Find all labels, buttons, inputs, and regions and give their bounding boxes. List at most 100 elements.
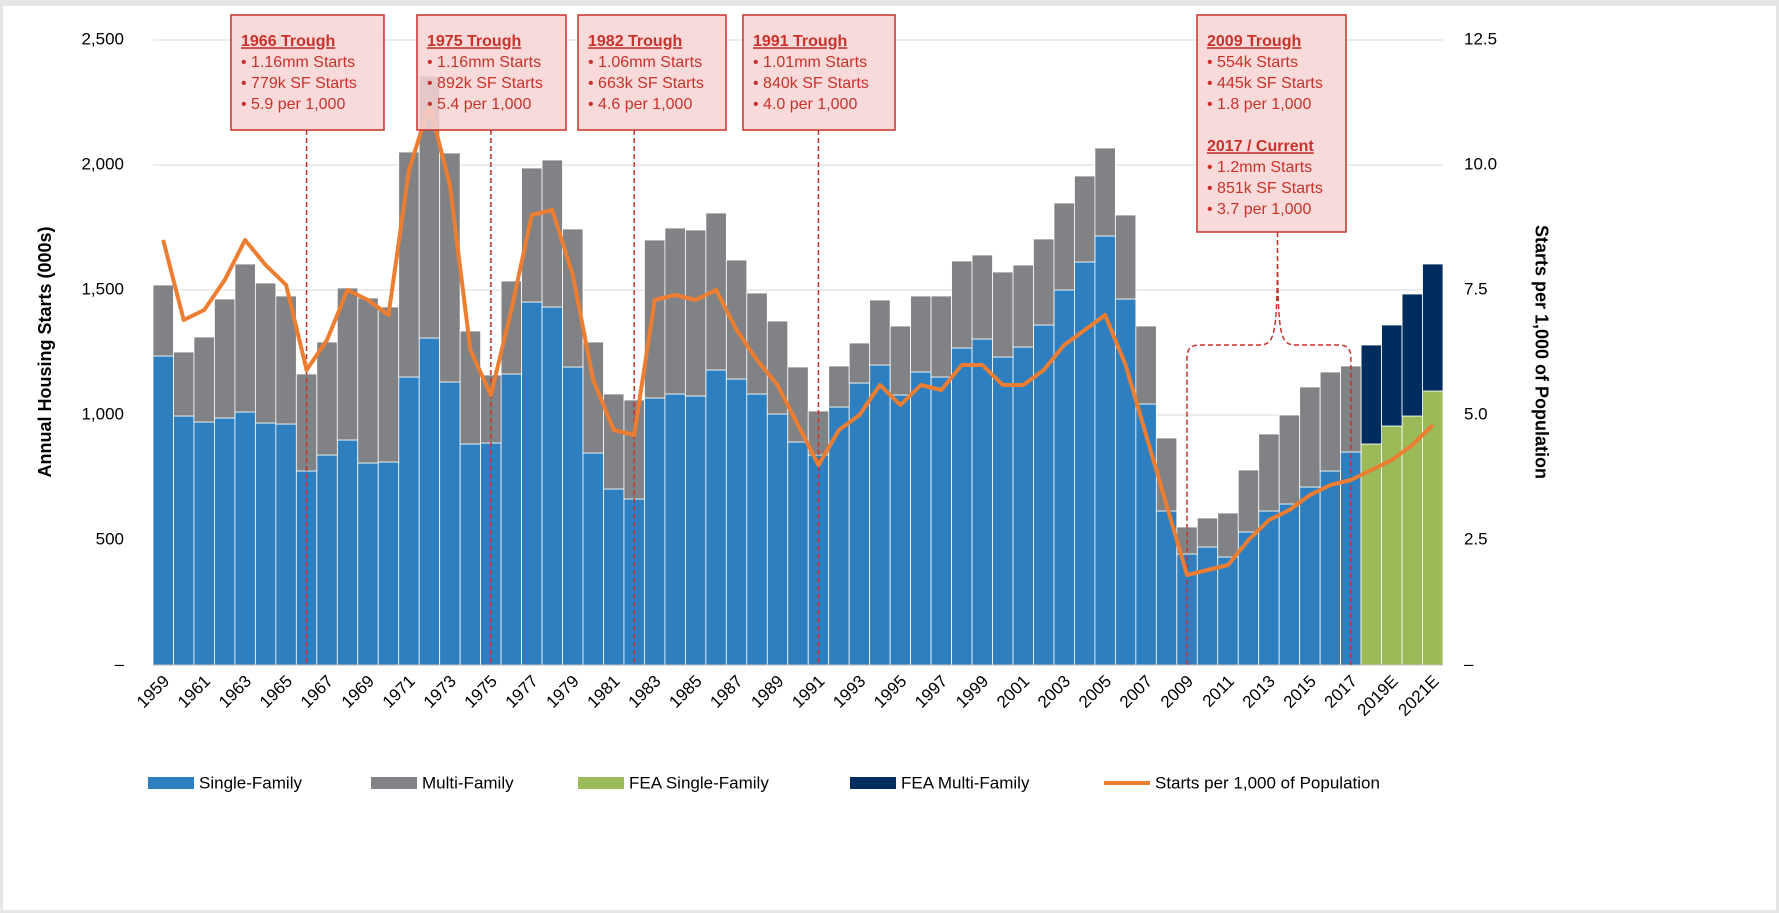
bar-segment: [1278, 503, 1301, 666]
bar-segment: [1135, 403, 1157, 666]
bar-segment: [459, 443, 482, 666]
bar-segment: [971, 338, 993, 666]
bar-segment: [1217, 556, 1239, 666]
bar-segment: [1237, 531, 1260, 666]
y2-tick-label: 2.5: [1464, 529, 1488, 548]
legend-swatch: [371, 777, 417, 789]
bar-segment: [152, 355, 174, 666]
bar-segment: [377, 306, 400, 463]
bar-segment: [254, 282, 277, 424]
bar-segment: [1401, 415, 1423, 666]
legend-swatch: [148, 777, 194, 789]
bar-segment: [889, 394, 912, 666]
bar-segment: [1299, 486, 1321, 666]
bar-segment: [971, 254, 993, 340]
y-tick-label: 1,500: [81, 279, 124, 298]
bar-segment: [910, 371, 932, 666]
bar-segment: [377, 461, 400, 666]
bar-segment: [234, 263, 256, 413]
y2-tick-label: 5.0: [1464, 404, 1488, 423]
y-tick-label: 1,000: [81, 404, 124, 423]
bar-segment: [992, 271, 1014, 358]
bar-segment: [1237, 469, 1260, 533]
y-axis-label: Annual Housing Starts (000s): [35, 226, 55, 477]
bar-segment: [480, 374, 502, 444]
annotation-line: • 5.9 per 1,000: [241, 96, 345, 113]
legend-label: Multi-Family: [422, 773, 514, 792]
annotation-line: • 1.01mm Starts: [753, 54, 867, 71]
annotation-box: [742, 14, 896, 131]
bar-segment: [869, 299, 891, 366]
y2-tick-label: 7.5: [1464, 279, 1488, 298]
bar-segment: [173, 415, 195, 666]
annotation-title: 2017 / Current: [1207, 138, 1314, 155]
bar-segment: [521, 301, 543, 666]
y2-tick-label: 10.0: [1464, 154, 1497, 173]
y2-tick-label: 12.5: [1464, 29, 1497, 48]
bar-segment: [644, 239, 666, 399]
bar-segment: [1319, 470, 1342, 666]
bar-segment: [1401, 293, 1423, 417]
bar-segment: [439, 381, 461, 666]
legend-label: Starts per 1,000 of Population: [1155, 773, 1380, 792]
bar-segment: [684, 395, 707, 666]
annotation-line: • 4.6 per 1,000: [588, 96, 692, 113]
bar-segment: [1258, 433, 1280, 512]
bar-segment: [930, 376, 952, 666]
legend-label: FEA Multi-Family: [901, 773, 1030, 792]
annotation-line: • 554k Starts: [1207, 54, 1298, 71]
bar-segment: [214, 417, 236, 666]
bar-segment: [664, 393, 686, 666]
bar-segment: [787, 441, 809, 666]
bar-segment: [541, 306, 563, 666]
bar-segment: [1258, 510, 1280, 666]
bar-segment: [582, 452, 604, 666]
annotation-line: • 779k SF Starts: [241, 75, 357, 92]
bar-segment: [398, 376, 420, 666]
bar-segment: [1360, 443, 1382, 666]
annotation-line: • 1.06mm Starts: [588, 54, 702, 71]
bar-segment: [1033, 238, 1055, 326]
bar-segment: [644, 397, 666, 666]
bar-segment: [951, 260, 973, 349]
legend-swatch: [578, 777, 624, 789]
bar-segment: [1319, 371, 1342, 472]
bar-segment: [1053, 202, 1075, 291]
bar-segment: [316, 341, 338, 456]
bar-segment: [1299, 386, 1321, 488]
annotation-line: • 4.0 per 1,000: [753, 96, 857, 113]
bar-segment: [562, 366, 584, 666]
annotation-line: • 840k SF Starts: [753, 75, 869, 92]
bar-segment: [1012, 264, 1034, 348]
annotation-title: 1982 Trough: [588, 33, 682, 50]
bar-segment: [951, 347, 973, 666]
annotation-line: • 1.2mm Starts: [1207, 159, 1312, 176]
y-tick-label: –: [115, 654, 125, 673]
annotation-line: • 892k SF Starts: [427, 75, 543, 92]
bar-segment: [930, 295, 952, 378]
bar-segment: [398, 151, 420, 378]
bar-segment: [1012, 346, 1034, 666]
annotation-box: [230, 14, 385, 131]
annotation-title: 1991 Trough: [753, 33, 847, 50]
annotation-line: • 5.4 per 1,000: [427, 96, 531, 113]
bar-segment: [193, 336, 215, 423]
annotation-title: 2009 Trough: [1207, 33, 1301, 50]
bar-segment: [1135, 325, 1157, 405]
annotation-box: [416, 14, 567, 131]
bar-segment: [725, 378, 748, 666]
bar-segment: [336, 439, 359, 666]
annotation-line: • 3.7 per 1,000: [1207, 201, 1311, 218]
y-tick-label: 2,000: [81, 154, 124, 173]
bar-segment: [684, 229, 707, 397]
bar-segment: [1074, 175, 1096, 263]
bar-segment: [357, 462, 379, 666]
bar-segment: [357, 297, 379, 464]
bar-segment: [1114, 214, 1137, 300]
bar-segment: [1094, 147, 1116, 237]
bar-segment: [1196, 546, 1219, 666]
bar-segment: [787, 366, 809, 443]
legend-label: Single-Family: [199, 773, 302, 792]
